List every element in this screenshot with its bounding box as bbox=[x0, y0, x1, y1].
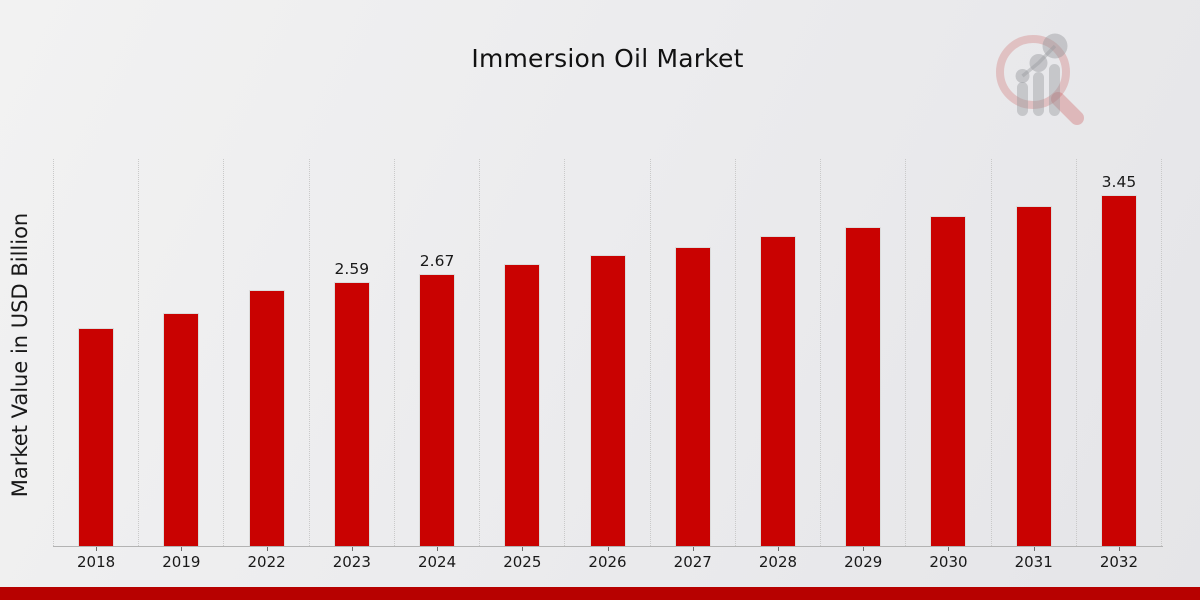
x-axis-tick-2023 bbox=[351, 546, 353, 551]
x-axis-label-2022: 2022 bbox=[247, 553, 286, 571]
bar-2026 bbox=[589, 255, 626, 546]
x-axis-label-2027: 2027 bbox=[673, 553, 712, 571]
bar-2019 bbox=[163, 313, 200, 546]
x-axis-label-2029: 2029 bbox=[844, 553, 883, 571]
bar-2022 bbox=[248, 290, 285, 546]
category-cell-2032: 3.45 2032 bbox=[1075, 159, 1163, 571]
x-axis-label-2028: 2028 bbox=[758, 553, 798, 571]
x-axis-tick-2019 bbox=[181, 546, 183, 551]
x-axis-label-2030: 2030 bbox=[929, 553, 968, 571]
x-axis-tick-2026 bbox=[607, 546, 609, 551]
bottom-accent-stripe bbox=[0, 587, 1200, 600]
bar-2028 bbox=[759, 236, 796, 546]
x-axis-tick-2027 bbox=[692, 546, 694, 551]
magnifier-bar-chart-logo-icon bbox=[996, 33, 1084, 125]
x-axis-tick-2018 bbox=[96, 546, 98, 551]
x-axis-label-2024: 2024 bbox=[417, 553, 457, 571]
category-cell-2031: 2031 bbox=[990, 159, 1076, 571]
bar-2023 bbox=[333, 282, 370, 546]
bar-2027 bbox=[674, 247, 711, 546]
x-axis-label-2031: 2031 bbox=[1014, 553, 1053, 571]
category-cell-2030: 2030 bbox=[905, 159, 990, 571]
x-axis-tick-2025 bbox=[522, 546, 524, 551]
category-cell-2019: 2019 bbox=[138, 159, 223, 571]
x-axis-tick-2028 bbox=[777, 546, 779, 551]
category-cell-2025: 2025 bbox=[479, 159, 564, 571]
chart-title: Immersion Oil Market bbox=[471, 44, 744, 73]
bar-2032 bbox=[1100, 195, 1137, 546]
x-axis-label-2025: 2025 bbox=[503, 553, 542, 571]
x-axis-label-2023: 2023 bbox=[332, 553, 371, 571]
category-cell-2023: 2.59 2023 bbox=[308, 159, 394, 571]
bar-2029 bbox=[845, 227, 882, 546]
x-axis-tick-2030 bbox=[948, 546, 950, 551]
x-axis-tick-2032 bbox=[1118, 546, 1120, 551]
bar-2031 bbox=[1015, 206, 1052, 546]
bar-2018 bbox=[78, 328, 115, 546]
x-axis-tick-2031 bbox=[1033, 546, 1035, 551]
x-axis-label-2019: 2019 bbox=[162, 553, 201, 571]
bar-2025 bbox=[504, 264, 541, 546]
category-cell-2027: 2027 bbox=[649, 159, 735, 571]
bar-2024 bbox=[419, 274, 456, 546]
bar-2030 bbox=[930, 216, 967, 546]
x-axis-tick-2024 bbox=[437, 546, 439, 551]
x-axis-label-2018: 2018 bbox=[77, 553, 116, 571]
category-cell-2018: 2018 bbox=[53, 159, 138, 571]
category-cell-2026: 2026 bbox=[564, 159, 649, 571]
bar-value-label-2032: 3.45 bbox=[1101, 173, 1137, 191]
category-cell-2024: 2.67 2024 bbox=[393, 159, 479, 571]
category-cell-2022: 2022 bbox=[223, 159, 308, 571]
y-axis-label: Market Value in USD Billion bbox=[8, 212, 32, 498]
x-axis-label-2032: 2032 bbox=[1099, 553, 1139, 571]
x-axis-tick-2029 bbox=[863, 546, 865, 551]
x-axis-tick-2022 bbox=[266, 546, 268, 551]
x-axis-line bbox=[53, 546, 1163, 547]
category-cell-2028: 2028 bbox=[734, 159, 820, 571]
plot-area: 2018 2019 2022 2.59 2023 2.67 2024 2025 2026 2027… bbox=[53, 159, 1163, 571]
x-axis-label-2026: 2026 bbox=[588, 553, 627, 571]
bar-value-label-2024: 2.67 bbox=[419, 252, 455, 270]
bar-value-label-2023: 2.59 bbox=[334, 260, 370, 278]
category-cell-2029: 2029 bbox=[820, 159, 905, 571]
